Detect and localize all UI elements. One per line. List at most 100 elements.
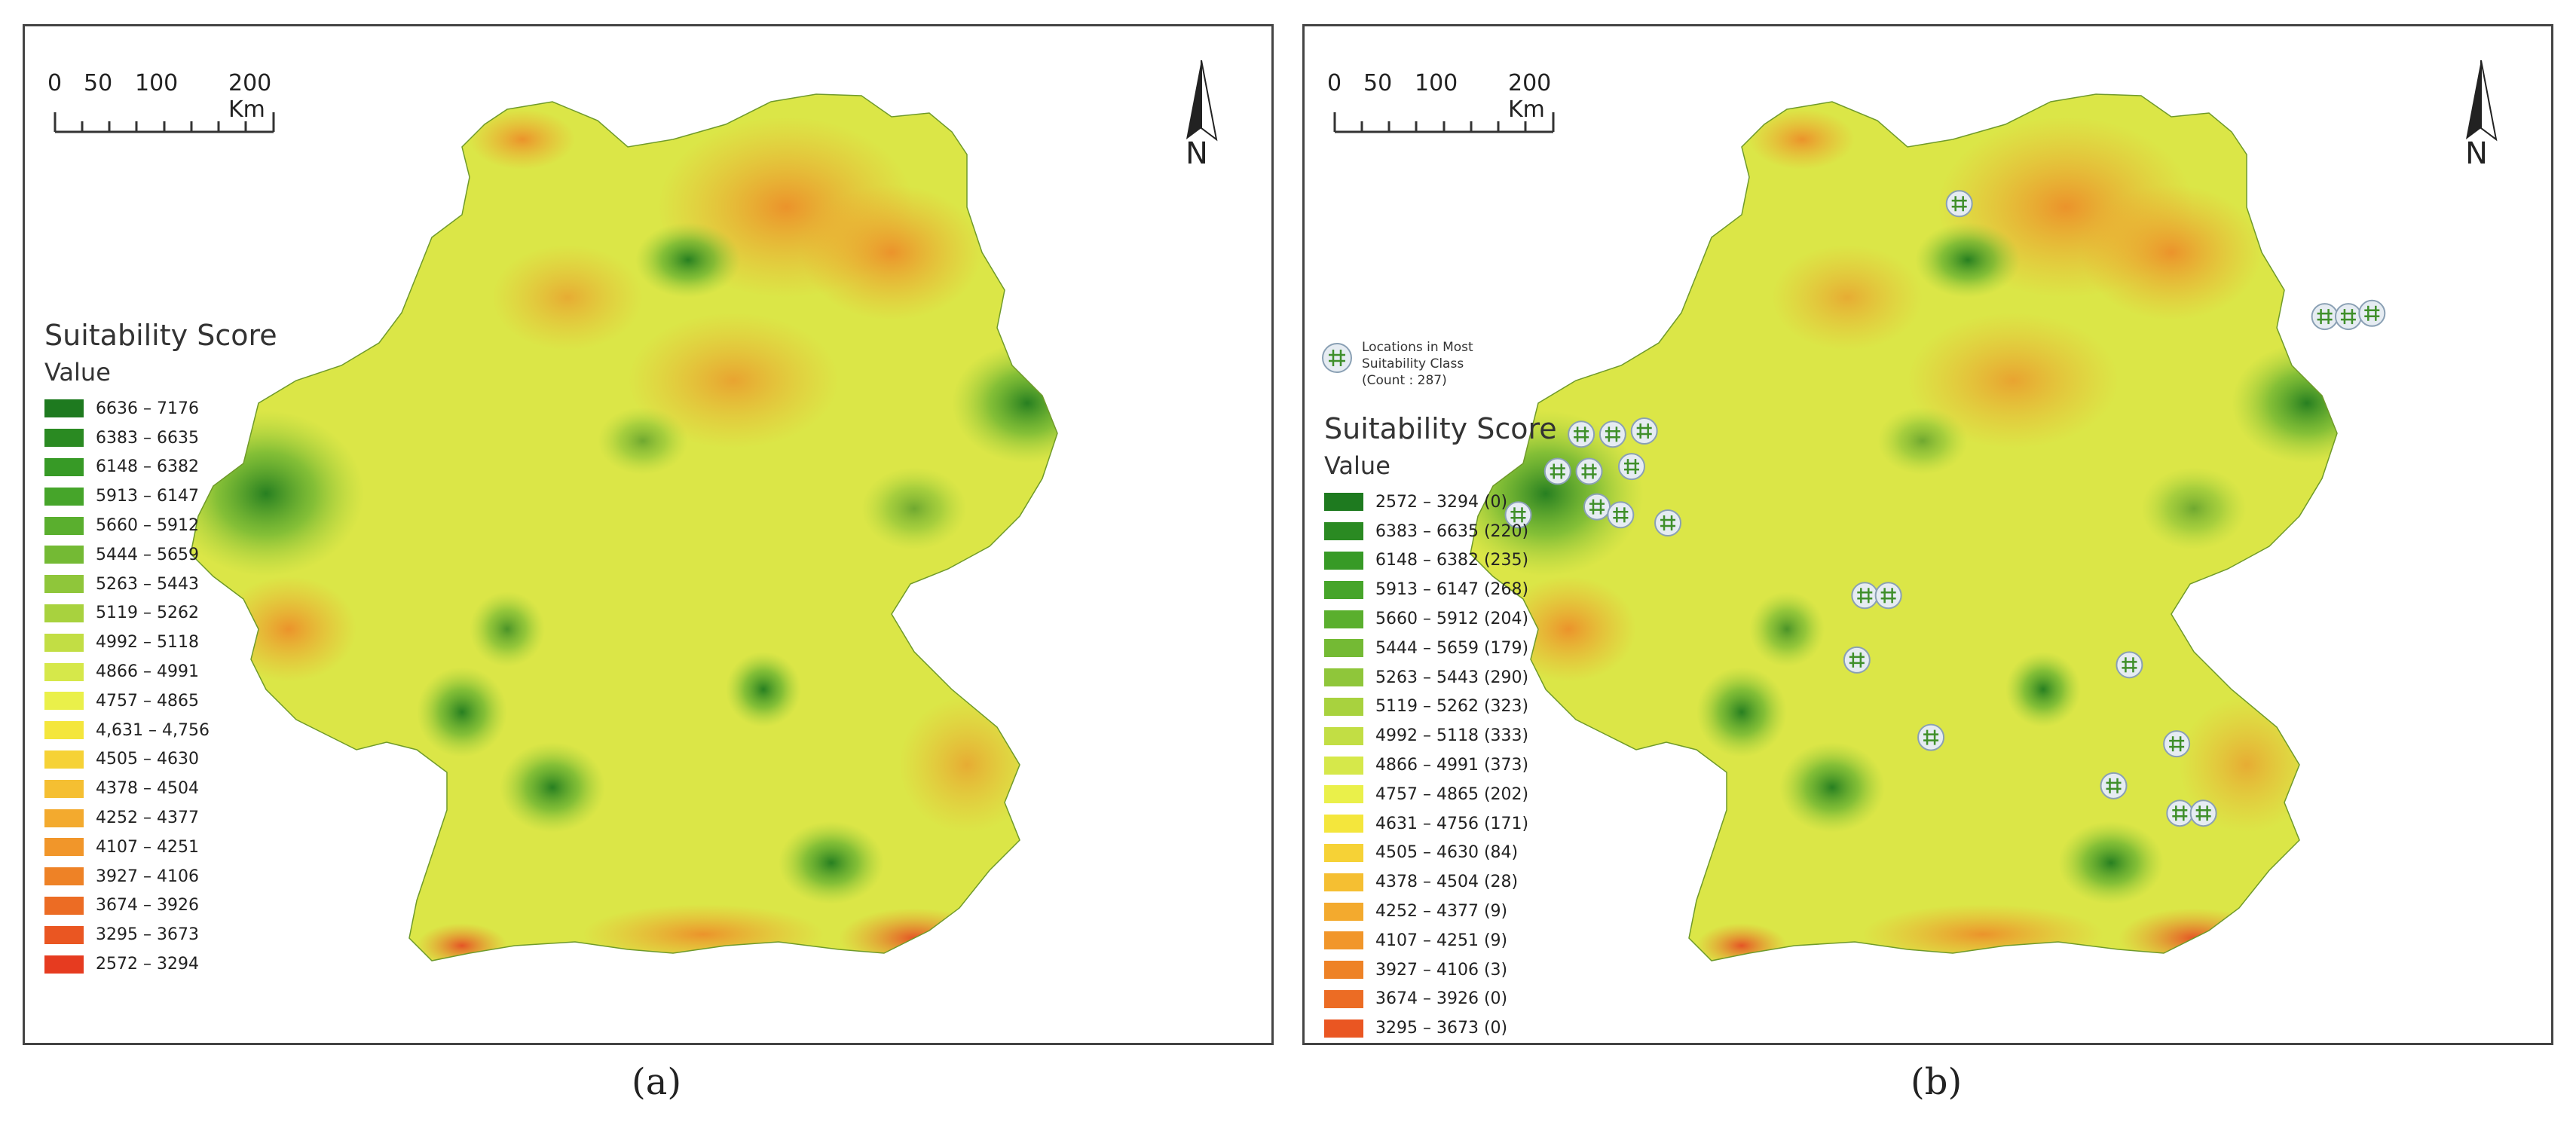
- legend-title: Suitability Score: [1324, 412, 1557, 445]
- legend-swatch: [44, 457, 84, 476]
- legend-rows: 2572 – 3294 (0) 6383 – 6635 (220) 6148 – 6…: [1324, 488, 1557, 1045]
- legend-swatch: [1324, 610, 1363, 628]
- legend-label: 4,631 – 4,756: [96, 720, 210, 740]
- legend-label: 3927 – 4106 (3): [1375, 960, 1508, 980]
- legend-item: 2572 – 3294: [44, 949, 277, 979]
- caption-a: (a): [632, 1061, 682, 1103]
- legend-swatch: [44, 429, 84, 448]
- legend-label: 4866 – 4991 (373): [1375, 756, 1529, 775]
- legend: Suitability Score Value 6636 – 7176 6383 …: [44, 319, 277, 979]
- legend-swatch: [1324, 902, 1363, 921]
- location-marker: [2100, 772, 2128, 799]
- legend-item: 6636 – 7176: [44, 394, 277, 423]
- location-marker: [1843, 646, 1871, 674]
- legend-item: 4107 – 4251 (9): [1324, 926, 1557, 955]
- location-marker: [1543, 457, 1571, 485]
- legend-item: 3927 – 4106 (3): [1324, 955, 1557, 985]
- location-marker: [2358, 299, 2386, 327]
- legend-item: 3295 – 3673: [44, 920, 277, 949]
- legend-item: 4757 – 4865: [44, 686, 277, 716]
- legend-item: 4378 – 4504 (28): [1324, 867, 1557, 897]
- legend-swatch: [1324, 785, 1363, 804]
- location-marker: [2189, 799, 2217, 827]
- suitability-map-a: [190, 93, 1058, 961]
- scale-tick-100: 100: [135, 70, 179, 96]
- location-marker: [1630, 417, 1658, 445]
- legend-swatch: [1324, 639, 1363, 658]
- scale-ruler: [54, 112, 275, 133]
- location-marker: [1583, 493, 1611, 521]
- legend-label: 2572 – 3294: [96, 955, 199, 974]
- scale-ruler: [1333, 112, 1555, 133]
- legend-label: 5119 – 5262: [96, 604, 199, 623]
- legend-item: 4107 – 4251: [44, 833, 277, 862]
- legend-swatch: [1324, 843, 1363, 862]
- location-marker: [1945, 190, 1973, 218]
- legend-swatch: [44, 896, 84, 915]
- legend-swatch: [44, 633, 84, 652]
- legend-swatch: [1324, 961, 1363, 980]
- legend-label: 4757 – 4865 (202): [1375, 784, 1529, 804]
- legend-label: 3674 – 3926 (0): [1375, 989, 1508, 1009]
- legend-label: 6383 – 6635 (220): [1375, 521, 1529, 541]
- north-arrow: N: [2447, 57, 2515, 177]
- legend-label: 5119 – 5262 (323): [1375, 697, 1529, 717]
- legend-label: 4378 – 4504 (28): [1375, 873, 1519, 892]
- legend-item: 4631 – 4756 (171): [1324, 809, 1557, 839]
- legend-rows: 6636 – 7176 6383 – 6635 6148 – 6382 5913 – …: [44, 394, 277, 979]
- legend-item: 2572 – 3294 (0): [1324, 1043, 1557, 1045]
- legend-item: 6383 – 6635 (220): [1324, 517, 1557, 546]
- legend-label: 4866 – 4991: [96, 662, 199, 682]
- location-marker: [2334, 303, 2362, 331]
- legend-label: 3927 – 4106: [96, 867, 199, 886]
- legend-swatch: [1324, 668, 1363, 687]
- location-marker-icon: [1322, 343, 1352, 373]
- legend-swatch: [1324, 931, 1363, 950]
- legend-item: 4252 – 4377 (9): [1324, 897, 1557, 926]
- legend-label: 4505 – 4630 (84): [1375, 843, 1519, 863]
- map-panel-b: 0 50 100 200 Km N: [1302, 24, 2553, 1045]
- legend-swatch: [1324, 522, 1363, 541]
- location-marker: [2311, 303, 2339, 331]
- legend-item: 5444 – 5659 (179): [1324, 634, 1557, 663]
- legend-item: 5660 – 5912 (204): [1324, 604, 1557, 634]
- locations-legend: Locations in Most Suitability Class (Cou…: [1321, 339, 1473, 389]
- legend-item: 6148 – 6382: [44, 453, 277, 482]
- legend-subtitle: Value: [1324, 451, 1390, 480]
- scale-tick-100: 100: [1415, 70, 1458, 96]
- legend-label: 4107 – 4251 (9): [1375, 931, 1508, 950]
- legend-item: 4505 – 4630 (84): [1324, 839, 1557, 868]
- legend-swatch: [44, 604, 84, 622]
- legend-swatch: [1324, 873, 1363, 891]
- legend-item: 6148 – 6382 (235): [1324, 546, 1557, 576]
- scale-bar: 0 50 100 200 Km: [1327, 57, 1583, 139]
- legend-label: 4107 – 4251: [96, 837, 199, 857]
- location-marker: [1575, 457, 1603, 485]
- scale-tick-0: 0: [1327, 70, 1342, 96]
- scale-tick-0: 0: [47, 70, 63, 96]
- location-marker: [1617, 453, 1645, 481]
- legend-label: 5263 – 5443 (290): [1375, 668, 1529, 687]
- scale-tick-50: 50: [1363, 70, 1393, 96]
- legend-label: 5444 – 5659: [96, 545, 199, 564]
- legend-swatch: [44, 487, 84, 506]
- legend-swatch: [1324, 551, 1363, 570]
- north-arrow-icon: [2466, 60, 2498, 142]
- legend: Suitability Score Value 2572 – 3294 (0) 6…: [1324, 412, 1557, 1045]
- legend-label: 4378 – 4504: [96, 779, 199, 799]
- legend-label: 4631 – 4756 (171): [1375, 814, 1529, 833]
- legend-item: 4866 – 4991: [44, 657, 277, 686]
- legend-swatch: [44, 838, 84, 857]
- legend-item: 3295 – 3673 (0): [1324, 1013, 1557, 1043]
- legend-label: 5913 – 6147 (268): [1375, 580, 1529, 600]
- legend-label: 6148 – 6382: [96, 457, 199, 477]
- legend-item: 6383 – 6635: [44, 423, 277, 453]
- legend-swatch: [44, 925, 84, 944]
- legend-subtitle: Value: [44, 358, 111, 387]
- legend-item: 5913 – 6147 (268): [1324, 575, 1557, 604]
- caption-b: (b): [1911, 1061, 1963, 1103]
- location-marker: [1599, 420, 1626, 448]
- location-marker: [1874, 582, 1902, 610]
- legend-swatch: [1324, 493, 1363, 512]
- legend-item: 3674 – 3926 (0): [1324, 985, 1557, 1014]
